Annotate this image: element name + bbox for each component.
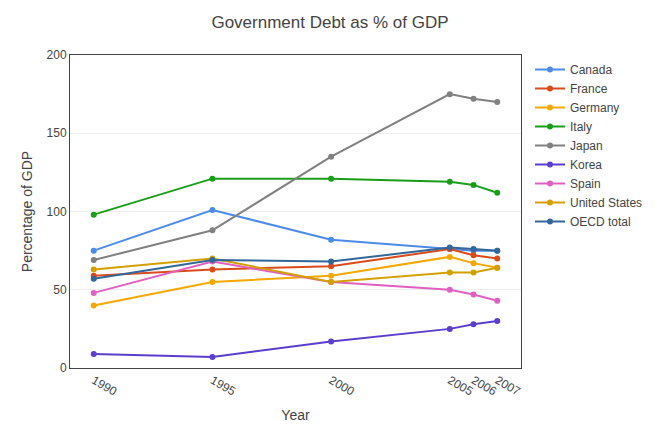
svg-text:1995: 1995 bbox=[208, 373, 238, 399]
svg-text:Japan: Japan bbox=[570, 139, 603, 153]
svg-text:0: 0 bbox=[60, 361, 67, 375]
svg-text:Korea: Korea bbox=[570, 158, 602, 172]
svg-text:150: 150 bbox=[47, 126, 67, 140]
svg-text:2006: 2006 bbox=[469, 373, 499, 399]
svg-text:100: 100 bbox=[47, 205, 67, 219]
svg-text:United States: United States bbox=[570, 196, 642, 210]
svg-text:France: France bbox=[570, 82, 608, 96]
svg-text:50: 50 bbox=[53, 283, 67, 297]
svg-text:Spain: Spain bbox=[570, 177, 601, 191]
svg-text:200: 200 bbox=[47, 48, 67, 62]
svg-text:Percentage of GDP: Percentage of GDP bbox=[19, 151, 35, 272]
svg-text:2000: 2000 bbox=[327, 373, 357, 399]
svg-text:Italy: Italy bbox=[570, 120, 592, 134]
svg-text:Year: Year bbox=[281, 407, 310, 423]
svg-text:2007: 2007 bbox=[493, 373, 523, 399]
svg-text:Government Debt as % of GDP: Government Debt as % of GDP bbox=[211, 13, 448, 32]
svg-text:1990: 1990 bbox=[89, 373, 119, 399]
svg-text:Canada: Canada bbox=[570, 63, 612, 77]
svg-text:2005: 2005 bbox=[445, 373, 475, 399]
svg-text:OECD total: OECD total bbox=[570, 215, 631, 229]
svg-text:Germany: Germany bbox=[570, 101, 619, 115]
